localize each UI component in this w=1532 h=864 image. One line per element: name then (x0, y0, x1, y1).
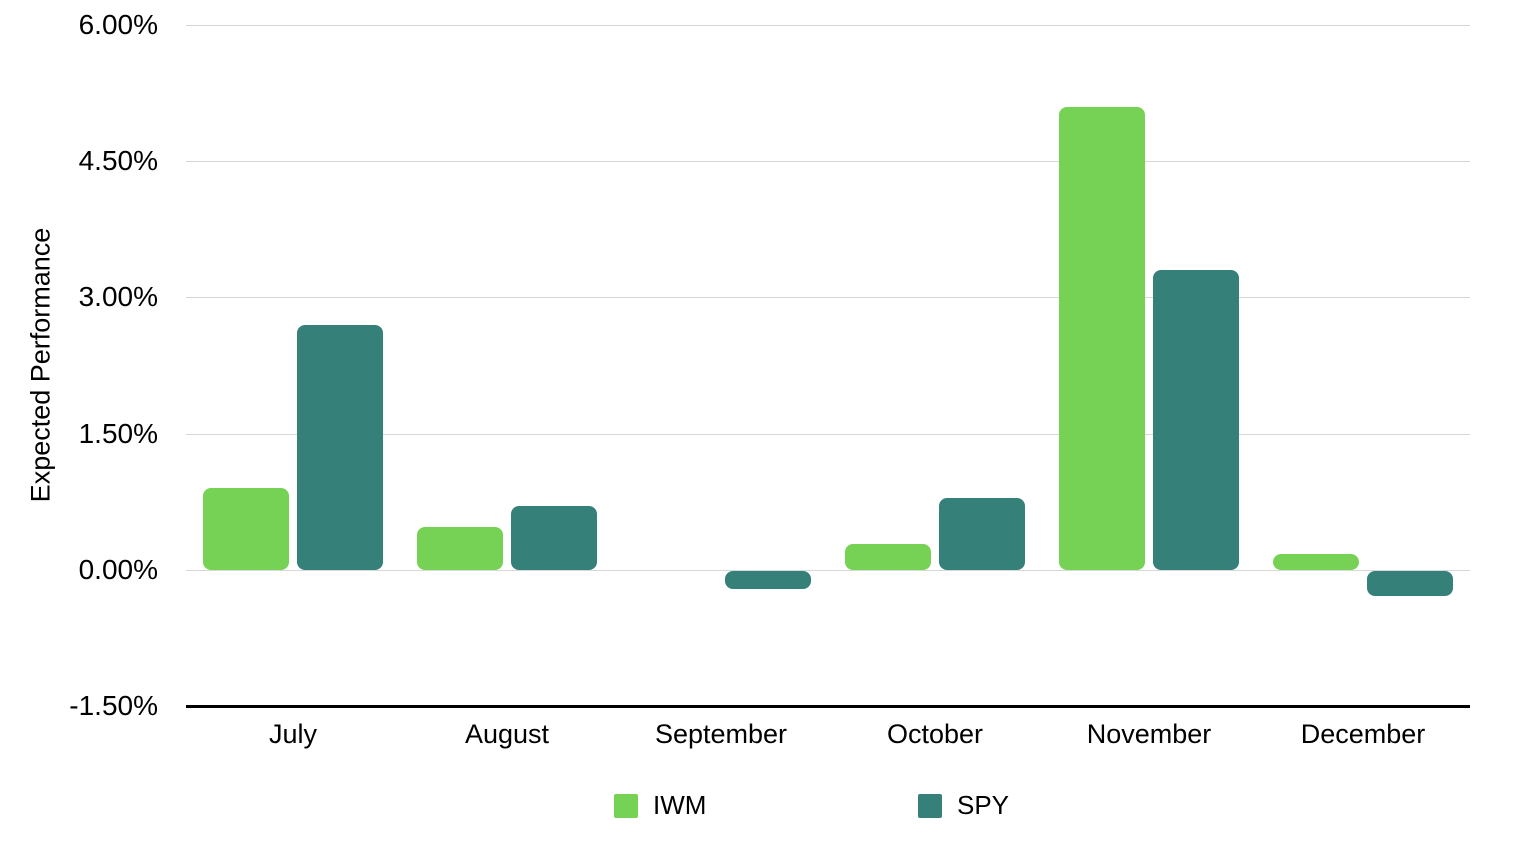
bar-spy-november (1153, 270, 1239, 570)
x-label-august: August (464, 719, 550, 749)
bar-iwm-december (1273, 554, 1359, 570)
legend-item-iwm: IWM (614, 790, 706, 821)
bar-spy-september (725, 571, 811, 589)
x-label-july: July (268, 719, 317, 749)
bar-spy-october (939, 498, 1025, 570)
bar-spy-july (297, 325, 383, 570)
bar-iwm-october (845, 544, 931, 570)
x-label-october: October (886, 719, 984, 749)
legend-swatch-iwm (614, 793, 638, 818)
y-tick-label-6.00%: 6.00% (78, 9, 158, 40)
y-axis-title: Expected Performance (25, 227, 56, 503)
legend-swatch-spy (918, 793, 942, 818)
y-tick-label-1.50%: 1.50% (78, 418, 158, 449)
x-axis-line (186, 705, 1470, 708)
legend-label-spy: SPY (957, 790, 1010, 820)
x-label-november: November (1086, 719, 1212, 749)
y-tick-label-0.00%: 0.00% (78, 554, 158, 585)
gridline-4.50% (186, 161, 1470, 162)
bar-spy-december (1367, 571, 1453, 596)
bar-spy-august (511, 506, 597, 570)
y-tick-label--1.50%: -1.50% (69, 690, 158, 721)
bar-iwm-november (1059, 107, 1145, 570)
legend-label-iwm: IWM (653, 790, 707, 820)
gridline-3.00% (186, 297, 1470, 298)
bar-iwm-august (417, 527, 503, 570)
x-label-september: September (654, 719, 788, 749)
gridline-0.00% (186, 570, 1470, 571)
legend-item-spy: SPY (918, 790, 1009, 821)
gridline-1.50% (186, 434, 1470, 435)
y-tick-label-4.50%: 4.50% (78, 145, 158, 176)
x-label-december: December (1300, 719, 1426, 749)
bar-iwm-july (203, 488, 289, 570)
y-tick-label-3.00%: 3.00% (78, 281, 158, 312)
gridline-6.00% (186, 25, 1470, 26)
plot-area (186, 25, 1470, 708)
